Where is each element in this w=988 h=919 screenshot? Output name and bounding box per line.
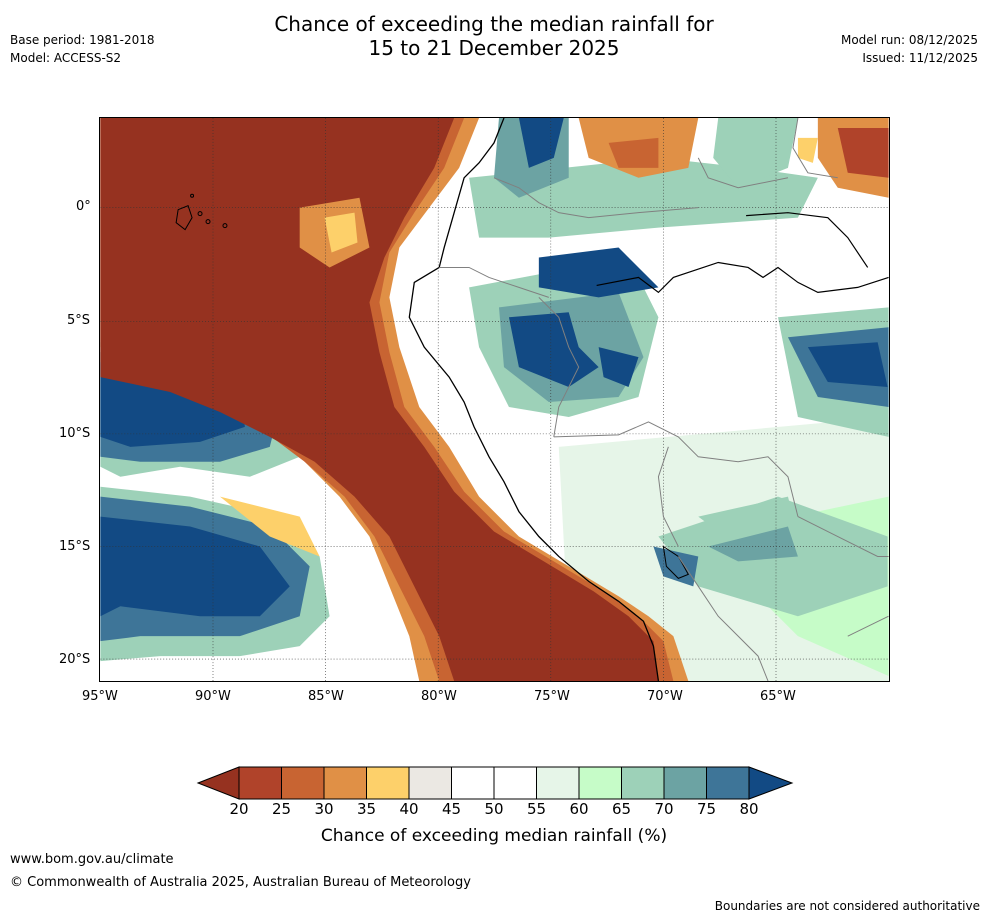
lake-titicaca xyxy=(662,545,690,579)
graticule xyxy=(100,118,889,681)
coastline xyxy=(408,117,660,682)
colorbar-tick: 55 xyxy=(526,800,547,818)
lon-label: 95°W xyxy=(82,689,118,704)
footer-url: www.bom.gov.au/climate xyxy=(10,852,174,867)
region-amazon-deep xyxy=(508,312,599,388)
region-south-mid xyxy=(708,526,798,562)
region-dry-island-yellow xyxy=(324,212,358,253)
lat-label: 0° xyxy=(76,199,91,214)
colorbar-tick: 25 xyxy=(271,800,292,818)
colorbar-low-arrow xyxy=(196,766,240,800)
lon-label: 65°W xyxy=(760,689,796,704)
title-line-1: Chance of exceeding the median rainfall … xyxy=(274,12,714,36)
colorbar-swatch xyxy=(324,767,367,799)
colorbar-swatch xyxy=(536,767,579,799)
lon-label: 90°W xyxy=(195,689,231,704)
colorbar-tick: 65 xyxy=(611,800,632,818)
colorbar-dividers xyxy=(281,767,707,799)
colorbar-tick: 60 xyxy=(569,800,589,818)
colorbar-tick: 80 xyxy=(739,800,759,818)
colorbar-swatch xyxy=(409,767,452,799)
lat-label: 15°S xyxy=(59,539,91,554)
colorbar-swatch xyxy=(281,767,324,799)
colorbar-swatch xyxy=(621,767,664,799)
colorbar-tick: 75 xyxy=(696,800,717,818)
region-east-deep xyxy=(807,342,888,388)
region-yellow-patch xyxy=(797,137,818,163)
colorbar-high-arrow xyxy=(748,766,794,800)
colorbar-swatch xyxy=(579,767,622,799)
colorbar-tick: 50 xyxy=(484,800,504,818)
rainfall-map xyxy=(99,117,890,682)
colorbar-title: Chance of exceeding median rainfall (%) xyxy=(320,826,668,846)
colorbar-swatch xyxy=(494,767,537,799)
country-borders xyxy=(439,117,889,682)
colorbar-tick: 20 xyxy=(229,800,249,818)
lon-label: 85°W xyxy=(308,689,344,704)
colorbar-swatch xyxy=(366,767,409,799)
lat-label: 10°S xyxy=(59,426,91,441)
lat-label: 5°S xyxy=(67,313,91,328)
region-colombia-dark xyxy=(608,137,659,168)
colorbar-tick: 35 xyxy=(356,800,377,818)
map-title: Chance of exceeding the median rainfall … xyxy=(0,12,988,60)
model-run-label: Model run: 08/12/2025 xyxy=(840,33,978,47)
colorbar-tick: 40 xyxy=(399,800,419,818)
amazon-river xyxy=(596,261,889,294)
lon-label: 70°W xyxy=(647,689,683,704)
region-pacific-south-deep xyxy=(100,516,290,617)
base-period-label: Base period: 1981-2018 xyxy=(10,33,155,47)
model-label: Model: ACCESS-S2 xyxy=(10,51,122,65)
region-amazon-north-deep xyxy=(538,247,659,298)
colorbar-tick: 30 xyxy=(314,800,334,818)
region-amazon-deep-2 xyxy=(598,347,639,388)
galapagos-islands xyxy=(175,193,228,231)
region-dry-core xyxy=(100,118,659,681)
colorbar-swatch xyxy=(239,767,282,799)
colorbar xyxy=(196,766,794,800)
region-north-east-teal xyxy=(713,118,798,188)
lon-label: 80°W xyxy=(421,689,457,704)
colorbar-swatch xyxy=(451,767,494,799)
colorbar-swatch xyxy=(706,767,749,799)
region-north-deep xyxy=(518,118,564,168)
river-north xyxy=(746,212,869,268)
colorbar-swatch xyxy=(664,767,707,799)
lon-label: 75°W xyxy=(534,689,570,704)
colorbar-tick: 45 xyxy=(441,800,462,818)
region-yellow-band xyxy=(219,496,320,557)
issued-label: Issued: 11/12/2025 xyxy=(862,51,978,65)
footer-disclaimer: Boundaries are not considered authoritat… xyxy=(714,899,980,913)
footer-copyright: © Commonwealth of Australia 2025, Austra… xyxy=(10,875,471,890)
title-line-2: 15 to 21 December 2025 xyxy=(368,36,620,60)
region-northeast-dark xyxy=(837,127,889,178)
map-canvas xyxy=(100,117,889,682)
colorbar-tick: 70 xyxy=(654,800,674,818)
lat-label: 20°S xyxy=(59,652,91,667)
